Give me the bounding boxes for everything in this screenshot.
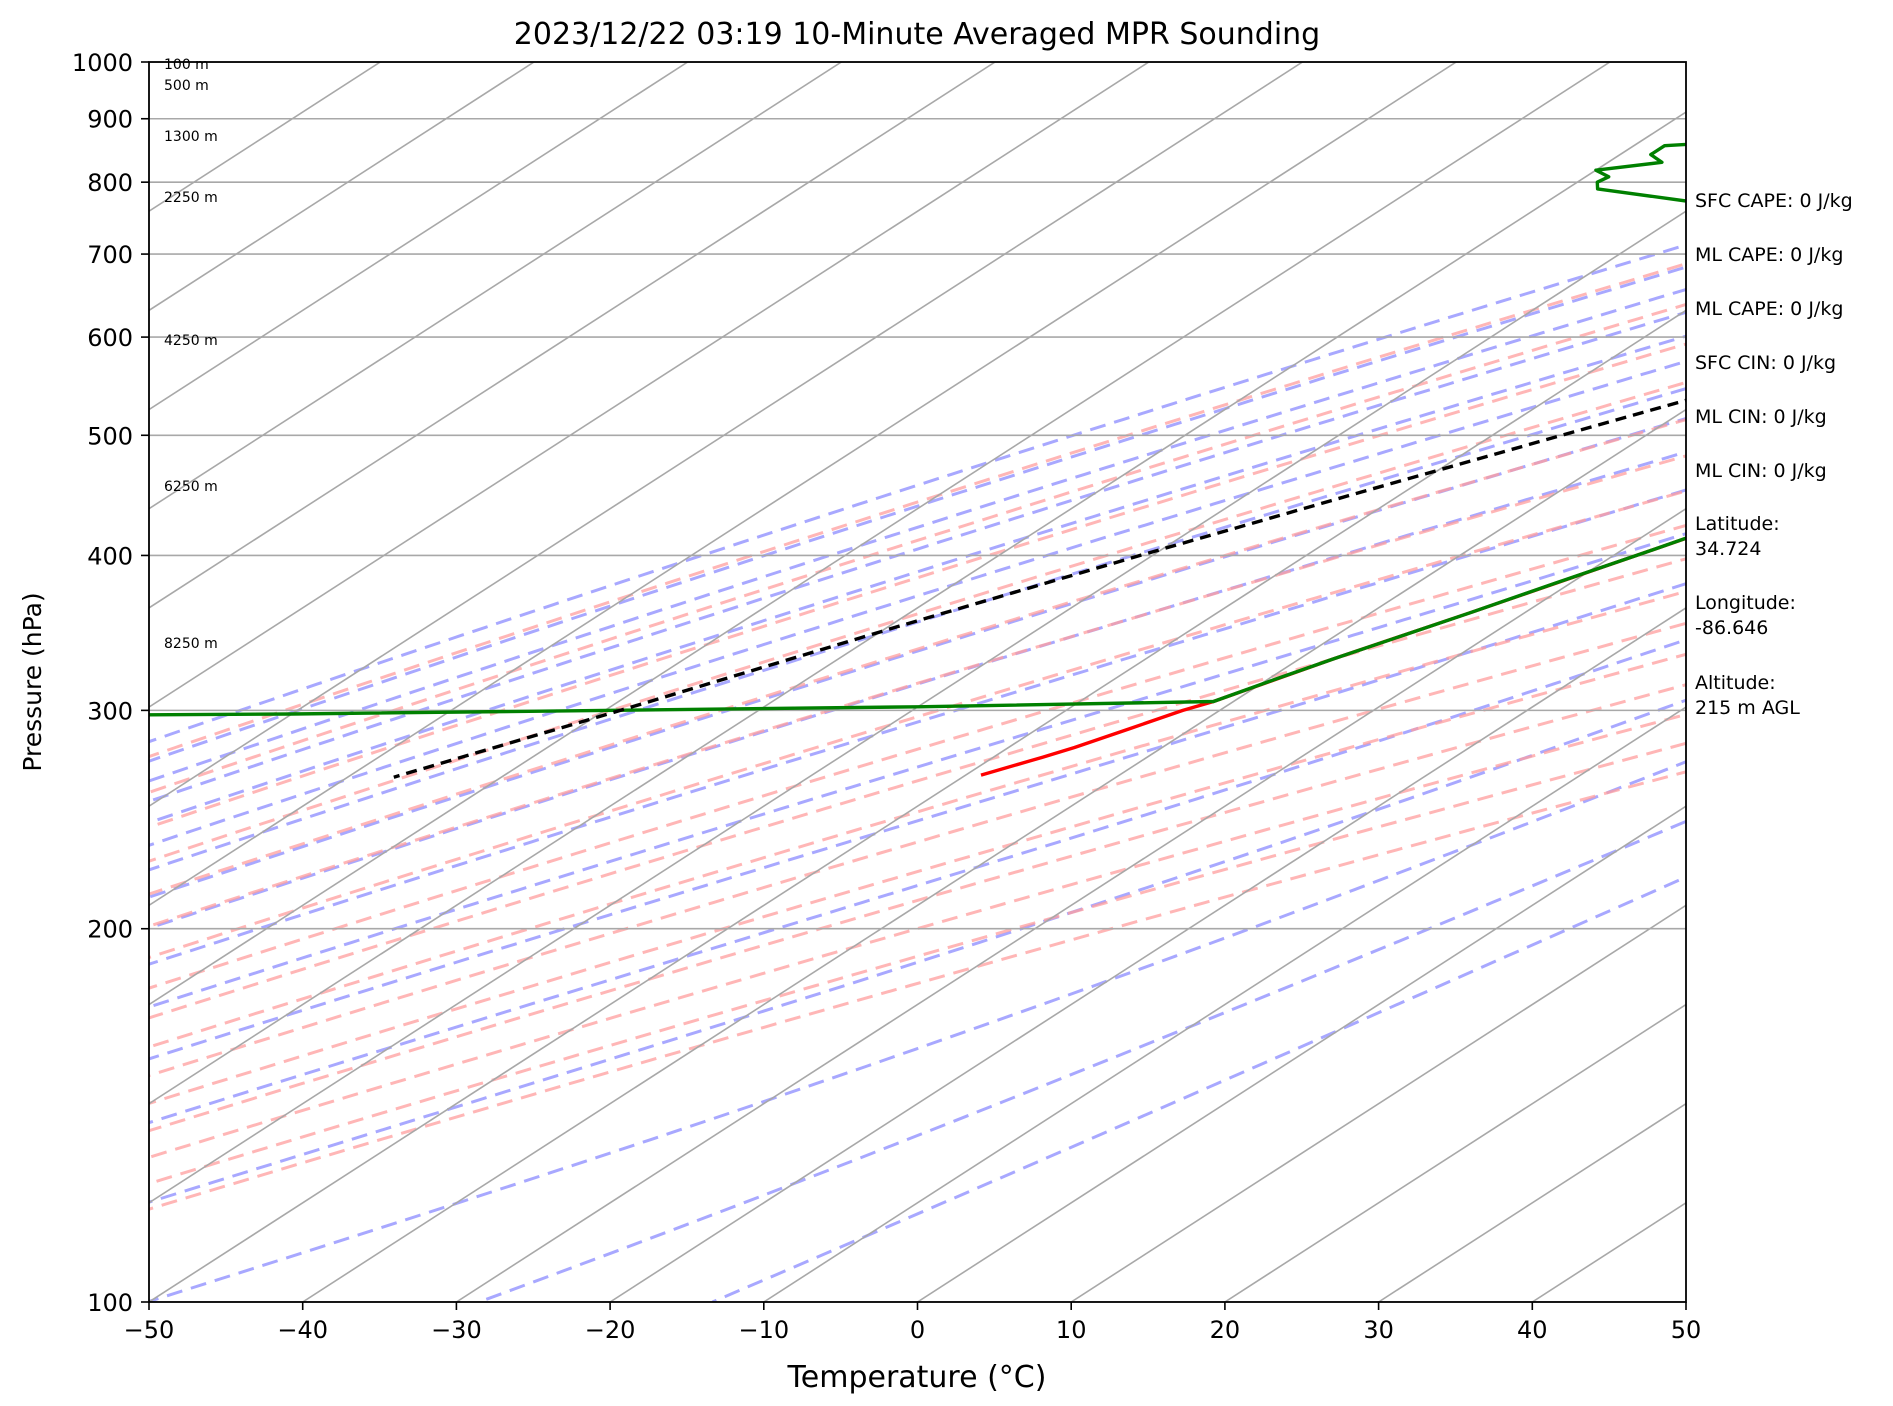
dry-adiabat-line bbox=[149, 621, 1686, 1078]
isotherm-line bbox=[763, 706, 1686, 1302]
isotherm-line bbox=[302, 408, 1686, 1302]
dry-adiabat-line bbox=[149, 652, 1686, 1106]
moist-adiabat-line bbox=[149, 416, 1686, 899]
sounding-info-text: ML CIN: 0 J/kg bbox=[1695, 460, 1827, 482]
x-tick-label: 30 bbox=[1363, 1316, 1394, 1344]
dry-adiabat-line bbox=[149, 342, 1686, 829]
moist-adiabat-line bbox=[149, 359, 1686, 847]
height-label: 2250 m bbox=[164, 190, 218, 206]
height-label: 1300 m bbox=[164, 129, 218, 145]
x-tick-label: −40 bbox=[277, 1316, 328, 1344]
x-tick-label: 10 bbox=[1056, 1316, 1087, 1344]
plot-area bbox=[149, 62, 1686, 1302]
dry-adiabat-line bbox=[149, 489, 1686, 960]
sounding-info-text: ML CAPE: 0 J/kg bbox=[1695, 244, 1844, 266]
dry-adiabat-line bbox=[149, 557, 1686, 1020]
y-axis-label: Pressure (hPa) bbox=[18, 592, 47, 771]
sounding-info-text: Latitude: 34.724 bbox=[1695, 513, 1780, 560]
x-tick-label: 40 bbox=[1517, 1316, 1548, 1344]
moist-adiabat-line bbox=[149, 243, 1686, 744]
isotherm-line bbox=[149, 62, 996, 609]
sounding-info-text: SFC CIN: 0 J/kg bbox=[1695, 352, 1837, 374]
sounding-info-text: Longitude: -86.646 bbox=[1695, 592, 1796, 639]
isotherm-line bbox=[149, 62, 1611, 1006]
x-tick-label: 20 bbox=[1210, 1316, 1241, 1344]
isotherm-line bbox=[149, 62, 1150, 708]
moist-adiabat-line bbox=[149, 638, 1686, 1125]
dry-adiabat-line bbox=[149, 712, 1686, 1159]
moist-adiabat-line bbox=[149, 582, 1686, 1061]
moist-adiabat-line bbox=[149, 287, 1686, 783]
x-axis-label: Temperature (°C) bbox=[787, 1360, 1047, 1395]
y-tick-label: 700 bbox=[87, 241, 133, 269]
x-tick-label: −10 bbox=[738, 1316, 789, 1344]
sounding-info-text: ML CAPE: 0 J/kg bbox=[1695, 298, 1844, 320]
y-tick-label: 900 bbox=[87, 106, 133, 134]
isotherm-line bbox=[149, 111, 1686, 1105]
isotherm-line bbox=[149, 62, 535, 312]
y-tick-label: 600 bbox=[87, 324, 133, 352]
sounding-info-text: Altitude: 215 m AGL bbox=[1695, 672, 1800, 719]
height-label: 6250 m bbox=[164, 479, 218, 495]
series-layer bbox=[149, 142, 1686, 779]
y-tick-label: 1000 bbox=[72, 49, 133, 77]
moist-adiabat-line bbox=[478, 819, 1686, 1302]
isotherm-line bbox=[149, 62, 842, 510]
isotherm-line bbox=[455, 507, 1686, 1302]
sounding-info-text: SFC CAPE: 0 J/kg bbox=[1695, 190, 1853, 212]
x-tick-label: −30 bbox=[431, 1316, 482, 1344]
moist-adiabat-line bbox=[149, 387, 1686, 872]
isotherm-line bbox=[149, 62, 1303, 808]
isotherm-line bbox=[149, 62, 1457, 907]
dry-adiabat-line bbox=[149, 262, 1686, 759]
x-tick-label: −50 bbox=[124, 1316, 175, 1344]
isotherm-line bbox=[149, 210, 1686, 1204]
moist-adiabat-line bbox=[149, 532, 1686, 1009]
isotherm-line bbox=[1070, 904, 1686, 1302]
x-tick-label: 50 bbox=[1671, 1316, 1702, 1344]
height-labels: 8250 m 6250 m 4250 m 2250 m 1300 m 500 m 100 m bbox=[164, 57, 218, 652]
height-label: 4250 m bbox=[164, 333, 218, 349]
moist-adiabat-line bbox=[149, 334, 1686, 825]
isotherm-line bbox=[149, 62, 689, 411]
height-label: 100 m bbox=[164, 57, 209, 73]
dry-adiabat-line bbox=[149, 523, 1686, 990]
y-tick-label: 200 bbox=[87, 916, 133, 944]
height-label: 8250 m bbox=[164, 636, 218, 652]
y-tick-label: 300 bbox=[87, 697, 133, 725]
axes: −50 −40 −30 −20 −10 0 10 20 30 40 50 100 200 300 400 50… bbox=[72, 49, 1701, 1344]
isotherm-line bbox=[609, 606, 1686, 1302]
y-tick-label: 400 bbox=[87, 542, 133, 570]
y-tick-label: 100 bbox=[87, 1289, 133, 1317]
moist-adiabat-line bbox=[149, 698, 1686, 1204]
dry-adiabat-line bbox=[149, 302, 1686, 794]
isotherm-line bbox=[149, 309, 1686, 1302]
moist-adiabat-line bbox=[149, 760, 1686, 1302]
x-tick-label: −20 bbox=[585, 1316, 636, 1344]
sounding-info-text: ML CIN: 0 J/kg bbox=[1695, 406, 1827, 428]
chart-title: 2023/12/22 03:19 10-Minute Averaged MPR … bbox=[514, 17, 1320, 52]
dry-adiabat-line bbox=[149, 454, 1686, 928]
parcel-path-line bbox=[393, 398, 1686, 779]
y-tick-label: 500 bbox=[87, 422, 133, 450]
dry-adiabat-line bbox=[149, 380, 1686, 863]
isotherm-line bbox=[149, 62, 381, 213]
y-tick-label: 800 bbox=[87, 169, 133, 197]
moist-adiabat-line bbox=[149, 310, 1686, 803]
height-label: 500 m bbox=[164, 78, 209, 94]
x-tick-label: 0 bbox=[910, 1316, 925, 1344]
dry-adiabat-line bbox=[149, 683, 1686, 1133]
isotherm-line bbox=[917, 805, 1686, 1302]
isotherm-line bbox=[1224, 1003, 1686, 1302]
dewpoint-profile-line bbox=[149, 142, 1686, 717]
dry-adiabat-line bbox=[149, 418, 1686, 896]
dry-adiabat-line bbox=[149, 589, 1686, 1049]
